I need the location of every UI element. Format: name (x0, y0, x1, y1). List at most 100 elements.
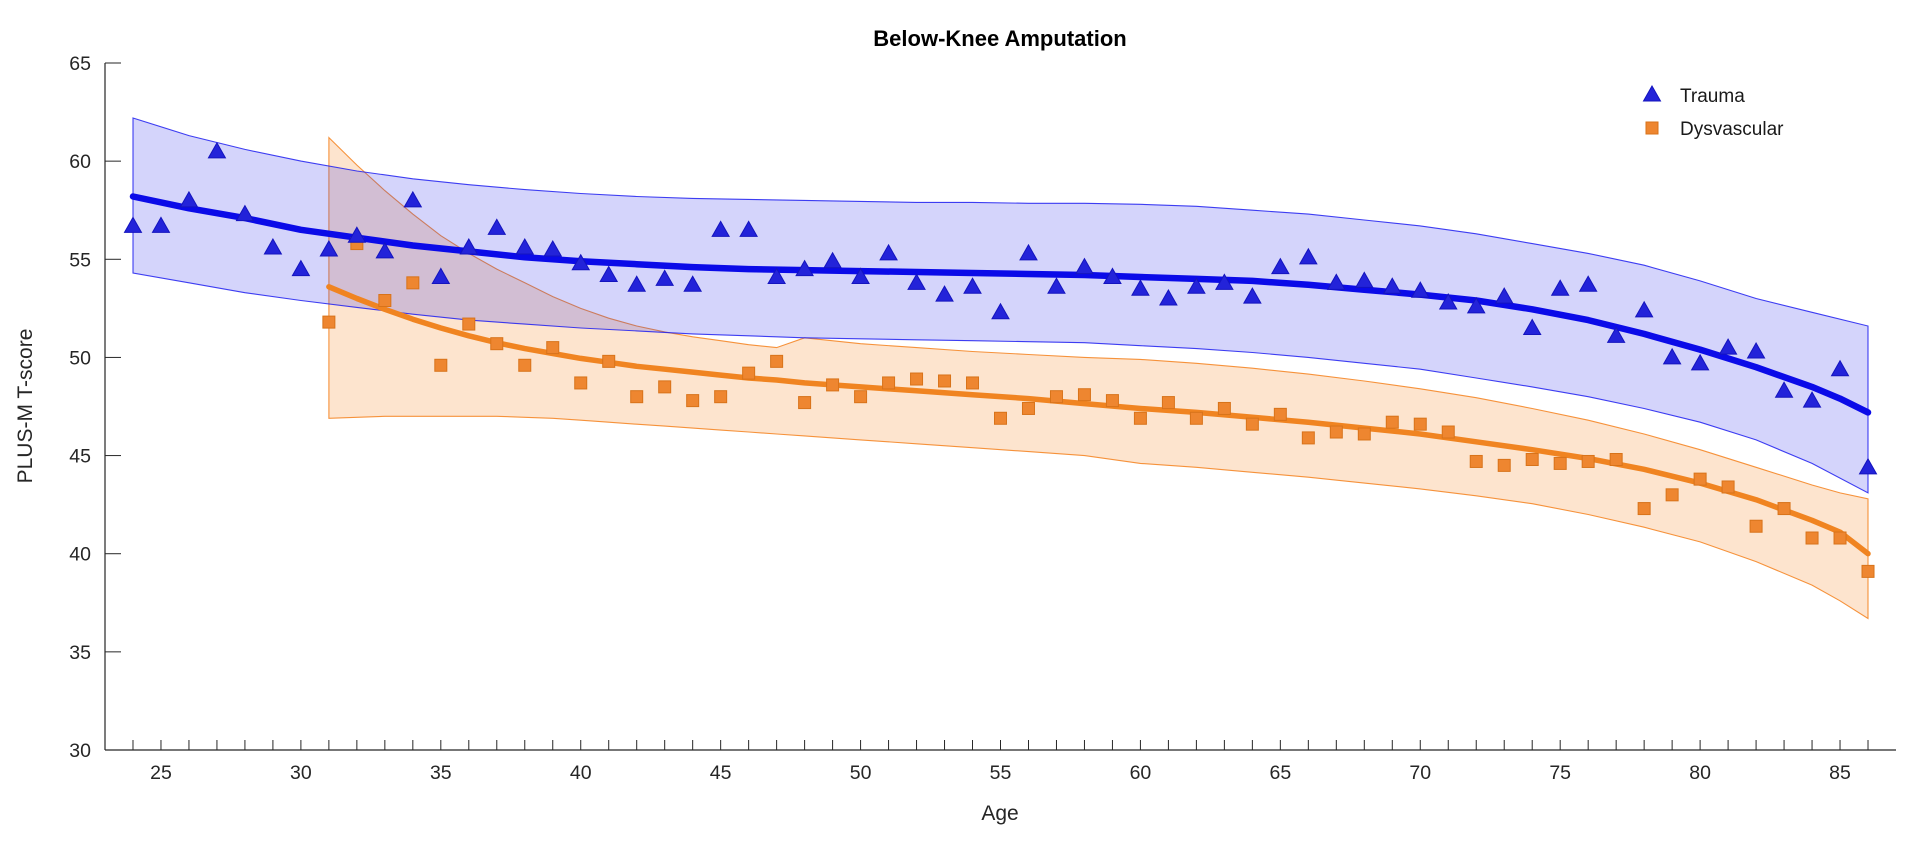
axes-layer: 25 30 35 40 45 50 55 60 65 70 75 80 85 30 35 40 45 50 55 60… (69, 53, 1896, 784)
dysvascular-point (882, 376, 896, 390)
trauma-point (1690, 353, 1710, 371)
dysvascular-point (854, 390, 868, 404)
dysvascular-point (966, 376, 980, 390)
y-tick-label: 40 (69, 544, 91, 566)
dysvascular-point (1049, 390, 1063, 404)
trauma-point (739, 220, 758, 237)
dysvascular-point (658, 380, 672, 394)
trauma-point (1578, 275, 1598, 292)
trauma-point (1746, 342, 1766, 359)
trauma-point (711, 220, 731, 237)
x-tick-label: 45 (710, 762, 732, 784)
dysvascular-point (1469, 454, 1483, 468)
dysvascular-point (462, 317, 476, 331)
dysvascular-point (1777, 502, 1791, 516)
y-axis-label: PLUS-M T-score (14, 329, 37, 484)
scatter-markers-layer (123, 141, 1878, 578)
trauma-point (907, 273, 926, 290)
legend-dysvascular-label: Dysvascular (1680, 119, 1784, 140)
dysvascular-point (630, 390, 644, 404)
x-tick-label: 50 (850, 762, 872, 784)
x-tick-label: 25 (150, 762, 172, 784)
dysvascular-point (1385, 415, 1399, 429)
trauma-point (1354, 271, 1374, 288)
y-tick-label: 60 (69, 151, 91, 173)
dysvascular-point (1805, 531, 1819, 545)
trauma-point (1298, 247, 1318, 265)
trauma-point (1215, 273, 1234, 290)
x-axis-label: Age (981, 802, 1018, 825)
trauma-point (431, 267, 451, 284)
trauma-point (123, 216, 143, 233)
x-tick-label: 30 (290, 762, 312, 784)
dysvascular-point (1021, 401, 1035, 415)
dysvascular-point (1637, 502, 1651, 516)
trauma-point (1606, 326, 1626, 343)
dysvascular-point (602, 354, 616, 368)
trauma-point (1075, 257, 1094, 275)
dysvascular-confidence-band (328, 136, 1869, 620)
y-tick-label: 65 (69, 53, 91, 75)
trauma-point (347, 226, 367, 243)
dysvascular-point (1329, 425, 1343, 439)
dysvascular-point (574, 376, 588, 390)
trauma-point (1438, 292, 1458, 310)
y-tick-label: 35 (69, 642, 91, 664)
y-tick-label: 55 (69, 249, 91, 271)
dysvascular-point (1693, 472, 1707, 486)
trauma-point (319, 239, 339, 257)
dysvascular-point (1441, 425, 1455, 439)
trauma-point (1830, 359, 1850, 377)
dysvascular-point (434, 358, 448, 372)
trauma-point (1550, 279, 1570, 296)
trauma-point (823, 251, 842, 269)
trauma-point (599, 265, 619, 282)
trauma-point (263, 237, 283, 255)
x-tick-label: 55 (990, 762, 1012, 784)
dysvascular-point (1413, 417, 1427, 431)
dysvascular-point (1749, 519, 1763, 533)
trauma-point (991, 302, 1010, 320)
dysvascular-point (938, 374, 952, 388)
dysvascular-point (1357, 427, 1371, 441)
trauma-point (1634, 300, 1654, 318)
y-tick-label: 50 (69, 347, 91, 369)
trauma-point (1270, 257, 1290, 275)
x-tick-label: 40 (570, 762, 592, 784)
trauma-point (655, 269, 675, 286)
dysvascular-point (322, 315, 336, 329)
trauma-point (179, 190, 199, 208)
legend: Trauma Dysvascular (1642, 84, 1784, 140)
x-tick-label: 85 (1829, 762, 1851, 784)
trauma-point (1326, 273, 1346, 290)
dysvascular-point (1581, 454, 1595, 468)
dysvascular-point (1553, 456, 1567, 470)
trauma-point (935, 285, 954, 302)
legend-trauma-label: Trauma (1680, 86, 1745, 107)
dysvascular-point (546, 341, 560, 355)
trauma-point (291, 259, 311, 277)
dysvascular-point (1665, 488, 1679, 502)
trauma-point (487, 218, 507, 235)
dysvascular-point (406, 276, 420, 290)
dysvascular-point (378, 294, 392, 308)
trauma-point (207, 141, 227, 159)
x-tick-label: 80 (1689, 762, 1711, 784)
trauma-point (627, 275, 647, 292)
trauma-point (543, 239, 563, 257)
trauma-point (459, 237, 479, 255)
dysvascular-point (1077, 388, 1091, 402)
trauma-point (515, 237, 535, 255)
trauma-point (1047, 277, 1066, 294)
trauma-point (1522, 318, 1542, 335)
dysvascular-point (1217, 401, 1231, 415)
trauma-point (403, 190, 423, 208)
trauma-point (851, 267, 870, 284)
trauma-point (1103, 267, 1122, 284)
legend-trauma-marker (1642, 84, 1662, 102)
trauma-point (1858, 457, 1878, 475)
trauma-point (963, 277, 982, 294)
dysvascular-point (1497, 458, 1511, 472)
dysvascular-point (1133, 411, 1147, 425)
